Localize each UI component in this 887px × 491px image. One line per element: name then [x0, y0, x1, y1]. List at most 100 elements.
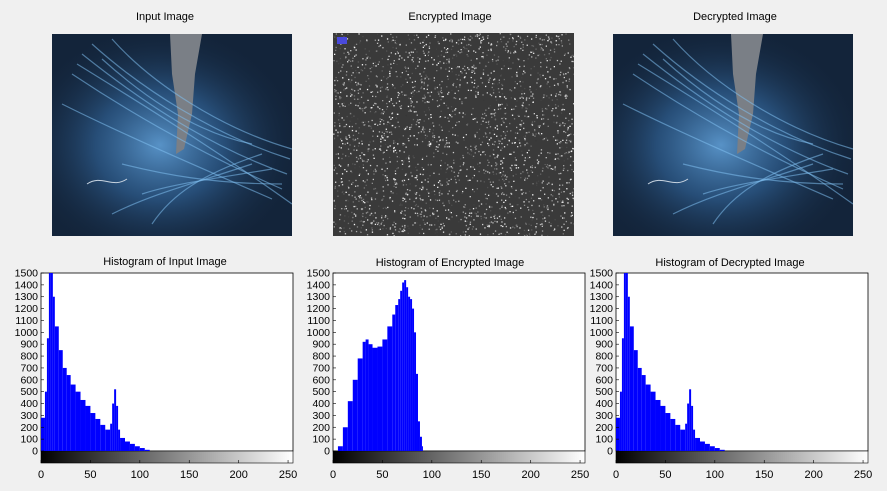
- histogram-bar: [695, 437, 700, 451]
- y-tick-label: 900: [595, 339, 613, 351]
- histogram-bar: [402, 282, 405, 451]
- histogram-bar: [680, 429, 686, 451]
- histogram-bar: [90, 413, 96, 451]
- y-tick-label: 900: [312, 339, 330, 351]
- histogram-bar: [691, 405, 694, 451]
- histogram-bar: [421, 446, 423, 451]
- histogram-bar: [655, 399, 661, 451]
- y-tick-label: 800: [595, 351, 613, 363]
- histogram-bar: [629, 326, 634, 451]
- histogram-bar: [412, 308, 415, 451]
- x-tick-label: 150: [180, 469, 198, 481]
- histogram-bar: [144, 449, 150, 451]
- x-tick-label: 100: [131, 469, 149, 481]
- histogram-bar: [621, 338, 624, 451]
- histogram-bar: [382, 339, 388, 451]
- y-tick-label: 500: [20, 386, 38, 398]
- x-tick-label: 100: [423, 469, 441, 481]
- histogram-bar: [414, 332, 417, 451]
- histogram-bar: [54, 326, 59, 451]
- histogram-bar: [408, 296, 411, 451]
- histogram-bar: [95, 418, 101, 451]
- histogram-bar: [105, 429, 111, 451]
- y-tick-label: 700: [312, 362, 330, 374]
- y-tick-label: 300: [20, 410, 38, 422]
- y-tick-label: 600: [20, 374, 38, 386]
- histogram-decrypted: 0100200300400500600700800900100011001200…: [590, 268, 873, 482]
- histogram-bar: [100, 424, 106, 451]
- histogram-bar: [85, 405, 91, 451]
- y-tick-label: 1500: [307, 268, 331, 280]
- y-tick-label: 200: [20, 422, 38, 434]
- histogram-bar: [392, 314, 396, 451]
- histogram-bar: [70, 384, 76, 451]
- x-tick-label: 0: [38, 469, 44, 481]
- histogram-bar: [352, 379, 358, 451]
- histogram-bar: [80, 399, 86, 451]
- y-tick-label: 1300: [590, 291, 614, 303]
- histogram-bar: [665, 413, 671, 451]
- histogram-bar: [675, 424, 681, 451]
- y-tick-label: 1300: [307, 291, 331, 303]
- y-tick-label: 0: [32, 446, 38, 458]
- histogram-bar: [687, 403, 690, 451]
- y-tick-label: 1300: [15, 291, 39, 303]
- histogram-bar: [125, 441, 130, 451]
- y-tick-label: 800: [20, 351, 38, 363]
- histogram-bar: [58, 350, 63, 451]
- x-tick-label: 200: [804, 469, 822, 481]
- y-tick-label: 1100: [590, 315, 613, 327]
- histogram-bar: [719, 449, 725, 451]
- histogram-bar: [625, 273, 628, 451]
- histogram-bar: [365, 339, 369, 451]
- x-tick-label: 100: [706, 469, 724, 481]
- histogram-encrypted: 0100200300400500600700800900100011001200…: [307, 268, 590, 482]
- histogram-bar: [700, 441, 705, 451]
- x-tick-label: 50: [84, 469, 96, 481]
- histogram-bar: [709, 446, 715, 451]
- histogram-bar: [670, 418, 676, 451]
- y-tick-label: 600: [595, 374, 613, 386]
- hist-decrypted-title: Histogram of Decrypted Image: [655, 257, 805, 269]
- histogram-bar: [118, 429, 121, 451]
- y-tick-label: 100: [595, 434, 613, 446]
- decrypted-image: [613, 34, 853, 236]
- histogram-bar: [50, 273, 53, 451]
- y-tick-label: 900: [20, 339, 38, 351]
- histogram-bar: [714, 448, 720, 451]
- decrypted-image-title: Decrypted Image: [693, 11, 777, 23]
- x-tick-label: 150: [472, 469, 490, 481]
- intensity-colorbar: [332, 450, 586, 464]
- x-tick-label: 250: [854, 469, 872, 481]
- x-tick-label: 0: [330, 469, 336, 481]
- y-tick-label: 0: [607, 446, 613, 458]
- histogram-bar: [66, 375, 71, 451]
- y-tick-label: 800: [312, 351, 330, 363]
- intensity-colorbar: [615, 450, 869, 464]
- histogram-bar: [619, 391, 622, 451]
- encrypted-image: [333, 33, 574, 236]
- input-image: [52, 34, 292, 236]
- histogram-bar: [398, 299, 401, 451]
- histogram-bar: [616, 417, 620, 451]
- histogram-input: 0100200300400500600700800900100011001200…: [15, 268, 298, 482]
- hist-encrypted-title: Histogram of Encrypted Image: [375, 257, 525, 269]
- histogram-bar: [110, 423, 113, 451]
- y-tick-label: 400: [20, 398, 38, 410]
- histogram-bar: [623, 273, 626, 451]
- histogram-bar: [75, 391, 81, 451]
- y-tick-label: 1100: [15, 315, 38, 327]
- histogram-bar: [139, 448, 145, 451]
- input-image-title: Input Image: [135, 11, 195, 23]
- y-tick-label: 1000: [590, 327, 614, 339]
- histogram-bar: [387, 326, 393, 451]
- y-tick-label: 400: [595, 398, 613, 410]
- y-tick-label: 100: [20, 434, 38, 446]
- y-tick-label: 1500: [590, 268, 614, 280]
- histogram-bar: [689, 389, 692, 451]
- histogram-bar: [704, 443, 710, 451]
- histogram-bar: [62, 367, 67, 451]
- x-tick-label: 200: [229, 469, 247, 481]
- histogram-bar: [46, 338, 49, 451]
- y-tick-label: 1500: [15, 268, 39, 280]
